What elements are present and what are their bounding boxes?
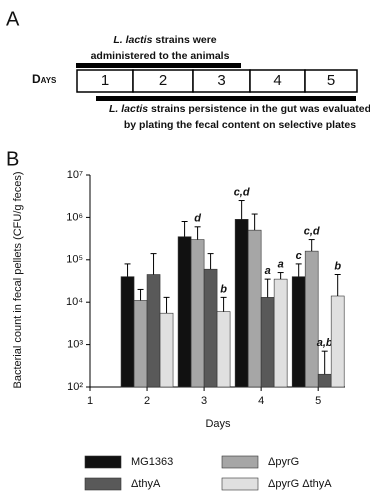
significance-label: b — [220, 283, 227, 295]
x-tick-label: 5 — [315, 395, 321, 407]
significance-label: d — [194, 213, 201, 225]
bar — [273, 278, 288, 388]
note-text: strains persistence in the gut was evalu… — [151, 103, 370, 115]
bar — [247, 229, 262, 388]
legend-swatch — [84, 455, 122, 469]
day-number: 3 — [217, 72, 225, 89]
days-label: Days — [32, 72, 57, 86]
panel-label: A — [6, 8, 20, 30]
x-tick-label: 4 — [258, 395, 264, 407]
x-tick-label: 1 — [87, 395, 93, 407]
note-text: strains were — [155, 34, 216, 46]
admin-bar — [76, 63, 241, 68]
y-tick-label: 10⁵ — [66, 254, 83, 266]
bar — [146, 274, 161, 388]
significance-label: c,d — [234, 186, 250, 198]
legend-label: ΔpyrG — [268, 456, 299, 468]
bar — [330, 295, 345, 388]
significance-label: a,b — [317, 337, 333, 349]
x-tick-label: 3 — [201, 395, 207, 407]
persistence-bar — [96, 96, 356, 101]
significance-label: a — [265, 265, 271, 277]
day-number: 4 — [273, 72, 281, 89]
bar — [203, 268, 218, 388]
y-tick-label: 10² — [67, 381, 83, 393]
panel-label: B — [6, 148, 19, 170]
legend-label: ΔthyA — [131, 478, 161, 490]
bar — [216, 311, 231, 388]
bar — [234, 219, 249, 388]
bar — [159, 312, 174, 388]
bar — [317, 373, 332, 388]
y-tick-label: 10³ — [67, 339, 83, 351]
significance-label: a — [278, 258, 284, 270]
x-tick-label: 2 — [144, 395, 150, 407]
y-tick-label: 10⁷ — [67, 169, 83, 181]
legend-swatch — [221, 455, 259, 469]
bottom-note-2: by plating the fecal content on selectiv… — [124, 119, 356, 131]
species: L. lactis — [109, 103, 148, 115]
bar — [190, 239, 205, 388]
bar — [177, 236, 192, 388]
bar — [133, 300, 148, 388]
top-note-2: administered to the animals — [91, 50, 230, 62]
bar — [304, 250, 319, 388]
significance-label: c — [296, 250, 302, 262]
bar — [260, 297, 275, 388]
y-axis-label: Bacterial count in fecal pellets (CFU/g … — [12, 171, 24, 388]
significance-label: c,d — [304, 225, 320, 237]
species: L. lactis — [113, 34, 152, 46]
day-number: 1 — [101, 72, 109, 89]
legend-label: ΔpyrG ΔthyA — [268, 478, 332, 490]
day-box — [304, 69, 358, 93]
day-number: 2 — [159, 72, 167, 89]
y-tick-label: 10⁶ — [66, 211, 83, 223]
bar — [291, 276, 306, 388]
x-axis-label: Days — [205, 418, 231, 430]
bar — [120, 276, 135, 388]
bottom-note: L. lactis strains persistence in the gut… — [109, 103, 370, 115]
y-tick-label: 10⁴ — [66, 296, 83, 308]
legend-label: MG1363 — [131, 456, 173, 468]
legend-swatch — [84, 477, 122, 491]
top-note: L. lactis strains were — [113, 34, 216, 46]
significance-label: b — [334, 260, 341, 272]
legend-swatch — [221, 477, 259, 491]
day-number: 5 — [327, 72, 335, 89]
